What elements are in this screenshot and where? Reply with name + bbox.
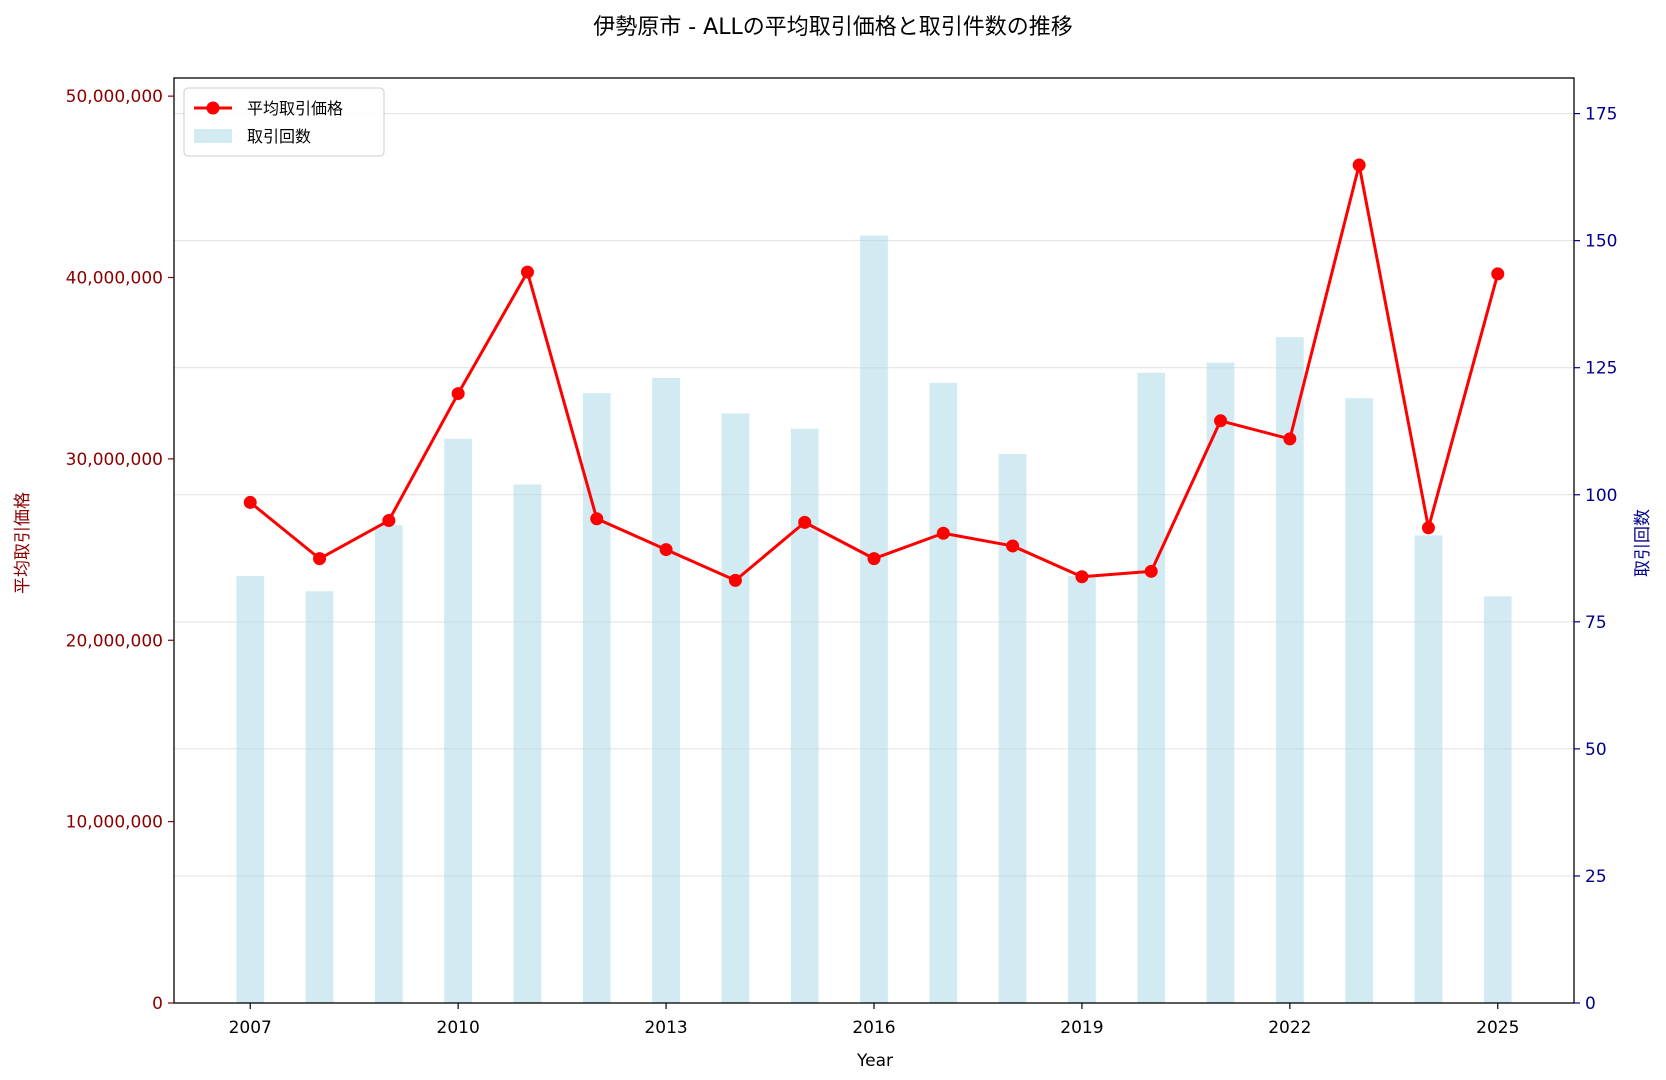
- bar-2024: [1414, 535, 1443, 1003]
- price-point-2009: [382, 514, 396, 528]
- y-right-tick-label-0: 0: [1585, 994, 1596, 1014]
- bar-2017: [929, 382, 958, 1003]
- bar-2010: [444, 438, 473, 1003]
- x-tick-label-2025: 2025: [1476, 1018, 1519, 1038]
- price-point-2019: [1075, 570, 1089, 584]
- y-axis-right-label: 取引回数: [1633, 509, 1653, 577]
- y-left-tick-label-4: 40,000,000: [66, 269, 163, 289]
- bar-2008: [305, 591, 334, 1003]
- bar-2011: [513, 484, 542, 1004]
- bar-2007: [236, 576, 265, 1003]
- legend-bar-swatch: [194, 129, 232, 143]
- y-right-tick-label-1: 25: [1585, 867, 1607, 887]
- bar-2014: [721, 413, 750, 1003]
- y-left-tick-label-3: 30,000,000: [66, 450, 163, 470]
- price-point-2020: [1144, 564, 1158, 578]
- bar-2016: [860, 235, 888, 1004]
- bar-2018: [998, 454, 1027, 1004]
- axes: 2007 2010 2013 2016 2019 2022 2025 0 10,000,000 2…: [66, 77, 1617, 1038]
- y-left-tick-label-5: 50,000,000: [66, 87, 163, 107]
- x-tick-label-2019: 2019: [1060, 1018, 1103, 1038]
- price-point-2007: [243, 495, 257, 509]
- price-point-2013: [659, 543, 673, 557]
- bar-2020: [1137, 372, 1166, 1003]
- chart-title: 伊勢原市 - ALLの平均取引価格と取引件数の推移: [593, 15, 1073, 40]
- y-right-tick-label-5: 125: [1585, 359, 1617, 379]
- bar-2015: [790, 428, 819, 1004]
- price-point-2017: [936, 526, 950, 540]
- price-point-2023: [1352, 158, 1366, 172]
- bar-2012: [582, 393, 611, 1004]
- price-point-2021: [1214, 414, 1228, 428]
- bar-2021: [1206, 362, 1235, 1004]
- bar-2013: [652, 377, 680, 1003]
- x-tick-label-2016: 2016: [852, 1018, 895, 1038]
- bar-series: [236, 235, 1512, 1004]
- bar-2023: [1345, 398, 1374, 1003]
- y-left-tick-label-1: 10,000,000: [66, 813, 163, 833]
- y-left-tick-label-2: 20,000,000: [66, 631, 163, 651]
- x-tick-label-2007: 2007: [229, 1018, 272, 1038]
- price-point-2008: [313, 552, 327, 566]
- x-tick-label-2010: 2010: [437, 1018, 480, 1038]
- price-point-2025: [1491, 267, 1505, 281]
- x-tick-label-2022: 2022: [1268, 1018, 1311, 1038]
- bar-2025: [1483, 596, 1512, 1003]
- y-left-tick-label-0: 0: [152, 994, 163, 1014]
- price-point-2011: [520, 265, 534, 279]
- price-point-2014: [728, 573, 742, 587]
- price-point-2015: [798, 515, 812, 529]
- bar-2009: [374, 525, 403, 1003]
- price-point-2010: [451, 387, 465, 401]
- y-axis-left-label: 平均取引価格: [13, 492, 33, 594]
- legend-box: [183, 87, 385, 157]
- legend-label-count: 取引回数: [247, 127, 311, 146]
- x-tick-label-2013: 2013: [644, 1018, 687, 1038]
- bar-2019: [1068, 576, 1096, 1003]
- legend-label-price: 平均取引価格: [247, 99, 343, 118]
- line-series: [243, 158, 1505, 587]
- price-point-2024: [1421, 521, 1435, 535]
- price-point-2012: [590, 512, 604, 526]
- price-point-2016: [867, 552, 881, 566]
- y-right-tick-label-3: 75: [1585, 613, 1607, 633]
- y-right-tick-label-2: 50: [1585, 740, 1607, 760]
- x-axis-label: Year: [856, 1051, 893, 1071]
- y-right-tick-label-7: 175: [1585, 105, 1617, 125]
- y-right-tick-label-4: 100: [1585, 486, 1617, 506]
- y-right-tick-label-6: 150: [1585, 232, 1617, 252]
- price-point-2022: [1283, 432, 1297, 446]
- bar-2022: [1275, 337, 1304, 1003]
- legend-line-marker: [206, 101, 220, 115]
- price-point-2018: [1006, 539, 1020, 553]
